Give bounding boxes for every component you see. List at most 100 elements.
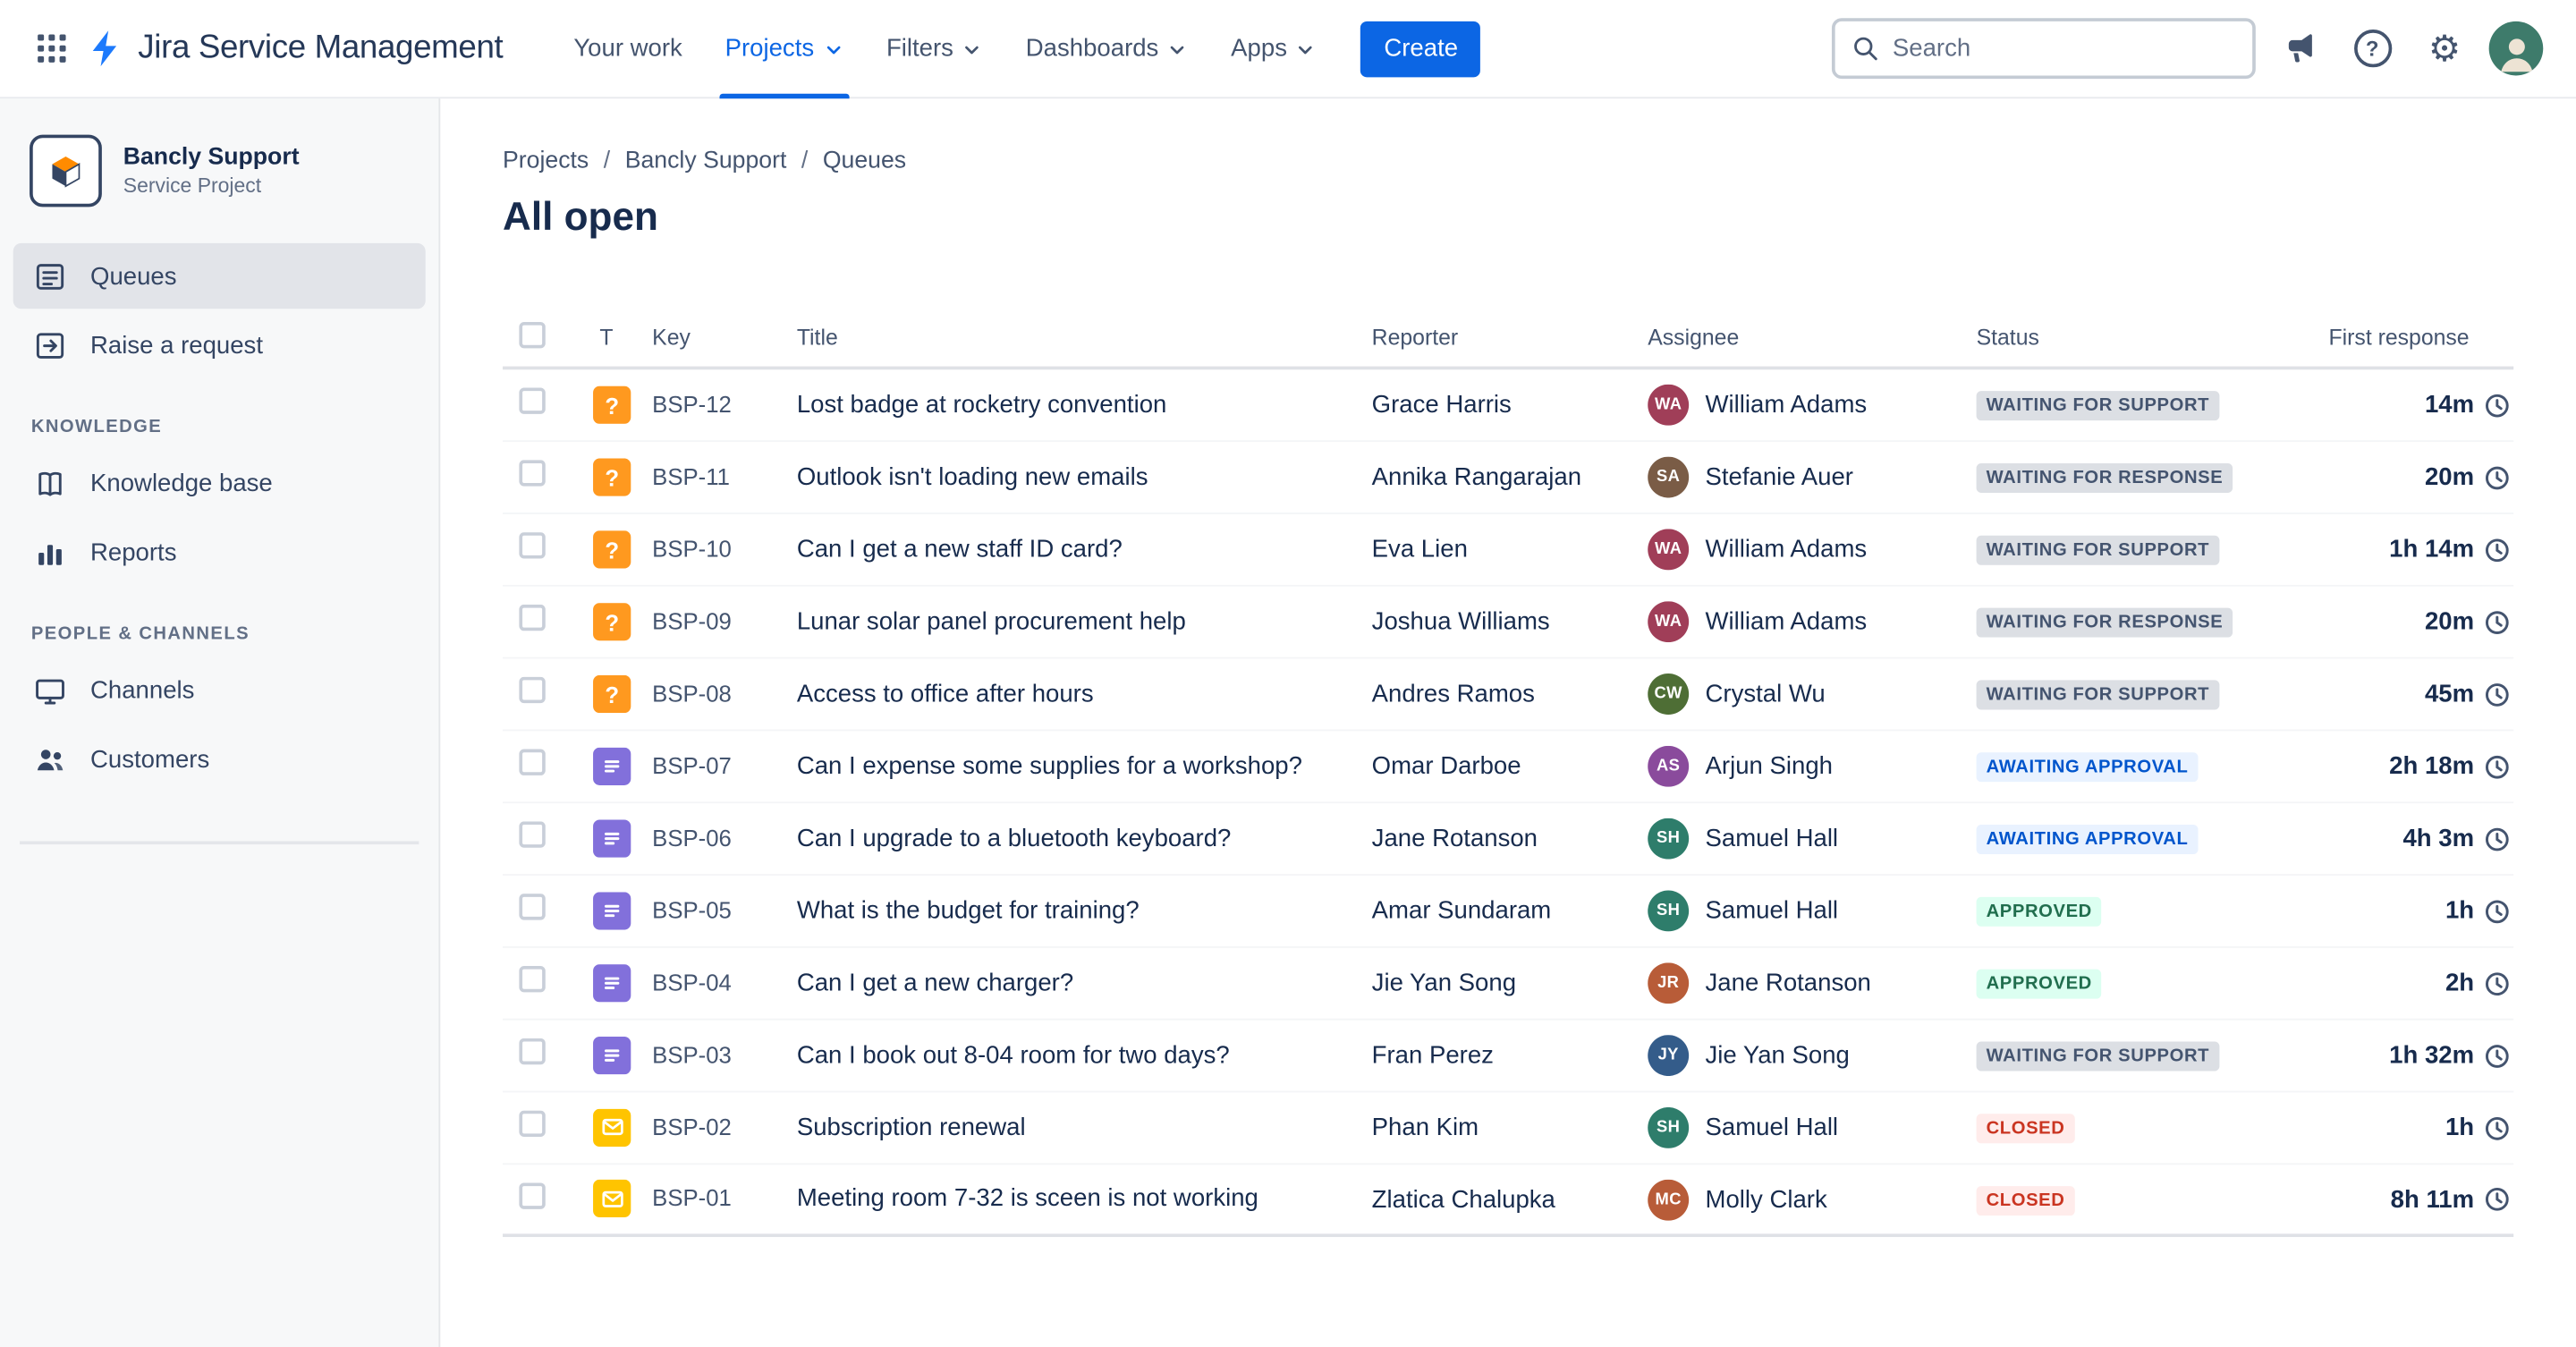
table-row[interactable]: BSP-06 Can I upgrade to a bluetooth keyb… xyxy=(503,803,2514,876)
project-header-text: Bancly Support Service Project xyxy=(123,145,300,198)
jira-logo[interactable]: Jira Service Management xyxy=(86,28,504,69)
issue-title-link[interactable]: What is the budget for training? xyxy=(796,895,1140,925)
row-checkbox[interactable] xyxy=(519,387,546,414)
nav-dashboards[interactable]: Dashboards xyxy=(1004,0,1209,97)
issue-title-link[interactable]: Outlook isn't loading new emails xyxy=(796,462,1148,491)
request-type-icon xyxy=(593,747,631,785)
sidebar-item-queues[interactable]: Queues xyxy=(13,242,426,309)
issue-key-link[interactable]: BSP-04 xyxy=(652,968,732,995)
breadcrumb-queues[interactable]: Queues xyxy=(822,148,907,174)
issue-key-link[interactable]: BSP-09 xyxy=(652,606,732,634)
table-header: T Key Title Reporter Assignee Status Fir… xyxy=(503,307,2514,370)
issue-title-link[interactable]: Can I get a new charger? xyxy=(796,968,1074,996)
sidebar-divider xyxy=(20,841,419,845)
nav-apps[interactable]: Apps xyxy=(1209,0,1338,97)
table-row[interactable]: BSP-04 Can I get a new charger? Jie Yan … xyxy=(503,948,2514,1021)
app-switcher-icon[interactable] xyxy=(23,21,79,76)
issue-key-link[interactable]: BSP-07 xyxy=(652,751,732,778)
row-checkbox[interactable] xyxy=(519,1110,546,1138)
clock-icon xyxy=(2484,609,2510,635)
column-header-type[interactable]: T xyxy=(599,324,614,350)
nav-filters[interactable]: Filters xyxy=(865,0,1004,97)
clock-icon xyxy=(2484,970,2510,996)
search-box[interactable] xyxy=(1831,18,2256,80)
nav-projects[interactable]: Projects xyxy=(704,0,865,98)
status-badge: AWAITING APPROVAL xyxy=(1976,752,2199,783)
project-type: Service Project xyxy=(123,174,262,198)
row-checkbox[interactable] xyxy=(519,460,546,487)
issue-title-link[interactable]: Access to office after hours xyxy=(796,679,1094,707)
issue-key-link[interactable]: BSP-11 xyxy=(652,462,730,489)
column-header-assignee[interactable]: Assignee xyxy=(1648,324,1740,350)
row-checkbox[interactable] xyxy=(519,532,546,559)
table-row[interactable]: ? BSP-10 Can I get a new staff ID card? … xyxy=(503,514,2514,587)
issue-title-link[interactable]: Lunar solar panel procurement help xyxy=(796,606,1186,635)
row-checkbox[interactable] xyxy=(519,965,546,993)
sidebar-item-label: Knowledge base xyxy=(90,469,273,497)
table-row[interactable]: BSP-07 Can I expense some supplies for a… xyxy=(503,731,2514,804)
column-header-first-response[interactable]: First response xyxy=(2328,324,2470,350)
row-checkbox[interactable] xyxy=(519,604,546,631)
assignee-avatar: SA xyxy=(1648,456,1690,498)
table-row[interactable]: ? BSP-12 Lost badge at rocketry conventi… xyxy=(503,369,2514,443)
sidebar-item-reports[interactable]: Reports xyxy=(13,519,426,584)
assignee-avatar: WA xyxy=(1648,601,1690,643)
issue-title-link[interactable]: Lost badge at rocketry convention xyxy=(796,390,1167,419)
issue-title-link[interactable]: Meeting room 7-32 is sceen is not workin… xyxy=(796,1184,1258,1213)
issue-title-link[interactable]: Can I book out 8-04 room for two days? xyxy=(796,1040,1230,1069)
sidebar-item-knowledge-base[interactable]: Knowledge base xyxy=(13,450,426,515)
assignee-name: Samuel Hall xyxy=(1705,825,1839,853)
nav-your-work[interactable]: Your work xyxy=(573,34,682,63)
row-checkbox[interactable] xyxy=(519,894,546,920)
column-header-reporter[interactable]: Reporter xyxy=(1371,324,1459,350)
issue-key-link[interactable]: BSP-08 xyxy=(652,679,732,706)
row-checkbox[interactable] xyxy=(519,749,546,775)
table-row[interactable]: BSP-05 What is the budget for training? … xyxy=(503,876,2514,948)
issue-key-link[interactable]: BSP-10 xyxy=(652,534,732,562)
row-checkbox[interactable] xyxy=(519,821,546,848)
issue-key-link[interactable]: BSP-01 xyxy=(652,1184,732,1211)
select-all-checkbox[interactable] xyxy=(519,321,546,348)
breadcrumb-project-name[interactable]: Bancly Support xyxy=(624,148,787,174)
table-row[interactable]: ? BSP-09 Lunar solar panel procurement h… xyxy=(503,587,2514,659)
first-response-time: 8h 11m xyxy=(2390,1185,2475,1214)
help-icon[interactable]: ? xyxy=(2344,21,2400,76)
issue-key-link[interactable]: BSP-06 xyxy=(652,824,732,851)
announcements-icon[interactable] xyxy=(2272,21,2327,76)
user-avatar[interactable] xyxy=(2488,21,2544,76)
column-header-title[interactable]: Title xyxy=(796,324,838,350)
create-button[interactable]: Create xyxy=(1360,20,1481,77)
settings-icon[interactable]: ⚙ xyxy=(2417,21,2472,76)
table-row[interactable]: BSP-01 Meeting room 7-32 is sceen is not… xyxy=(503,1165,2514,1238)
sidebar-item-customers[interactable]: Customers xyxy=(13,726,426,792)
issue-title-link[interactable]: Can I upgrade to a bluetooth keyboard? xyxy=(796,824,1232,852)
column-header-key[interactable]: Key xyxy=(652,324,691,350)
sidebar-item-raise-a-request[interactable]: Raise a request xyxy=(13,312,426,377)
table-row[interactable]: BSP-03 Can I book out 8-04 room for two … xyxy=(503,1021,2514,1093)
row-checkbox[interactable] xyxy=(519,676,546,704)
issue-title-link[interactable]: Can I expense some supplies for a worksh… xyxy=(796,751,1302,780)
gear-icon: ⚙ xyxy=(2428,27,2462,69)
sidebar-item-channels[interactable]: Channels xyxy=(13,657,426,723)
search-input[interactable] xyxy=(1892,34,2236,63)
table-row[interactable]: ? BSP-08 Access to office after hours An… xyxy=(503,659,2514,732)
status-badge: CLOSED xyxy=(1976,1114,2075,1144)
table-row[interactable]: ? BSP-11 Outlook isn't loading new email… xyxy=(503,442,2514,514)
request-type-icon xyxy=(593,1036,631,1075)
breadcrumb-projects[interactable]: Projects xyxy=(503,148,589,174)
sidebar-heading-people-channels: PEOPLE & CHANNELS xyxy=(30,623,250,644)
column-header-status[interactable]: Status xyxy=(1976,324,2039,350)
issue-key-link[interactable]: BSP-02 xyxy=(652,1113,732,1139)
issue-key-link[interactable]: BSP-05 xyxy=(652,895,732,923)
status-badge: APPROVED xyxy=(1976,896,2102,927)
issue-title-link[interactable]: Subscription renewal xyxy=(796,1113,1026,1141)
issue-key-link[interactable]: BSP-12 xyxy=(652,390,732,417)
assignee-name: Crystal Wu xyxy=(1705,680,1826,708)
issue-title-link[interactable]: Can I get a new staff ID card? xyxy=(796,534,1123,563)
row-checkbox[interactable] xyxy=(519,1182,546,1208)
issue-key-link[interactable]: BSP-03 xyxy=(652,1040,732,1067)
row-checkbox[interactable] xyxy=(519,1038,546,1065)
request-type-icon xyxy=(593,892,631,930)
status-badge: WAITING FOR SUPPORT xyxy=(1976,680,2220,710)
table-row[interactable]: BSP-02 Subscription renewal Phan Kim SH … xyxy=(503,1092,2514,1165)
